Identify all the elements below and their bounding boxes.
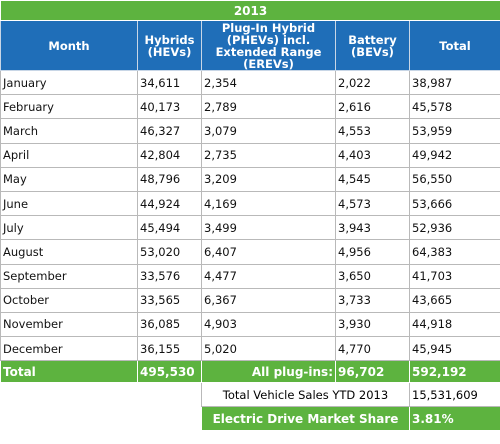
phev-cell: 5,020 xyxy=(201,336,336,362)
phev-cell: 2,789 xyxy=(201,94,336,120)
month-cell: June xyxy=(0,190,138,217)
total-cell: 53,959 xyxy=(408,118,500,144)
month-cell: December xyxy=(0,336,138,362)
phev-cell: 3,209 xyxy=(201,166,336,192)
bev-cell: 3,733 xyxy=(335,287,410,313)
hev-cell: 44,924 xyxy=(137,190,202,217)
hev-cell: 46,327 xyxy=(137,118,202,144)
phev-cell: 4,903 xyxy=(201,311,336,338)
table-row: August 53,020 6,407 4,956 64,383 xyxy=(0,239,500,265)
bev-cell: 3,650 xyxy=(335,263,410,289)
bev-cell: 4,545 xyxy=(335,166,410,192)
month-cell: October xyxy=(0,287,138,313)
hev-cell: 33,576 xyxy=(137,263,202,289)
totals-row: Total 495,530 All plug-ins: 96,702 592,192 xyxy=(0,360,500,384)
table-row: January 34,611 2,354 2,022 38,987 xyxy=(0,69,500,96)
total-cell: 56,550 xyxy=(408,166,500,192)
hev-cell: 36,155 xyxy=(137,336,202,362)
phev-cell: 6,367 xyxy=(201,287,336,313)
hev-cell: 48,796 xyxy=(137,166,202,192)
total-cell: 38,987 xyxy=(408,69,500,96)
market-share-row: Electric Drive Market Share 3.81% xyxy=(1,406,500,432)
phev-cell: 3,079 xyxy=(201,118,336,144)
header-phev: Plug-In Hybrid (PHEVs) incl. Extended Ra… xyxy=(201,20,336,71)
hev-cell: 42,804 xyxy=(137,142,202,168)
bev-cell: 4,956 xyxy=(335,239,410,265)
hev-cell: 36,085 xyxy=(137,311,202,338)
bev-cell: 4,403 xyxy=(335,142,410,168)
bev-cell: 4,770 xyxy=(335,336,410,362)
month-cell: August xyxy=(0,239,138,265)
table-row: December 36,155 5,020 4,770 45,945 xyxy=(0,336,500,362)
total-cell: 53,666 xyxy=(408,190,500,217)
header-month: Month xyxy=(0,20,138,71)
table-row: November 36,085 4,903 3,930 44,918 xyxy=(0,311,500,338)
bev-cell: 3,943 xyxy=(335,215,410,241)
total-cell: 45,945 xyxy=(408,336,500,362)
totals-hev: 495,530 xyxy=(137,360,202,384)
market-share-label: Electric Drive Market Share xyxy=(201,406,410,432)
phev-cell: 3,499 xyxy=(201,215,336,241)
totals-plugins-label: All plug-ins: xyxy=(201,360,336,384)
month-cell: September xyxy=(0,263,138,289)
total-cell: 43,665 xyxy=(408,287,500,313)
table-row: September 33,576 4,477 3,650 41,703 xyxy=(0,263,500,289)
header-hybrids: Hybrids (HEVs) xyxy=(137,20,202,71)
totals-plugins: 96,702 xyxy=(335,360,410,384)
hev-cell: 40,173 xyxy=(137,94,202,120)
phev-cell: 2,735 xyxy=(201,142,336,168)
sales-table: 2013 Month Hybrids (HEVs) Plug-In Hybrid… xyxy=(0,0,500,432)
hev-cell: 34,611 xyxy=(137,69,202,96)
phev-cell: 4,169 xyxy=(201,190,336,217)
header-total: Total xyxy=(408,20,500,71)
totals-label: Total xyxy=(0,360,138,384)
table-row: April 42,804 2,735 4,403 49,942 xyxy=(0,142,500,168)
phev-cell: 4,477 xyxy=(201,263,336,289)
month-cell: March xyxy=(0,118,138,144)
ytd-value: 15,531,609 xyxy=(408,382,500,408)
totals-grand: 592,192 xyxy=(408,360,500,384)
month-cell: May xyxy=(0,166,138,192)
ytd-label: Total Vehicle Sales YTD 2013 xyxy=(201,382,410,408)
month-cell: November xyxy=(0,311,138,338)
blank-cell xyxy=(1,383,202,407)
month-cell: July xyxy=(0,215,138,241)
hev-cell: 33,565 xyxy=(137,287,202,313)
phev-cell: 6,407 xyxy=(201,239,336,265)
blank-cell xyxy=(1,407,202,431)
table-row: October 33,565 6,367 3,733 43,665 xyxy=(0,287,500,313)
bev-cell: 4,553 xyxy=(335,118,410,144)
hev-cell: 53,020 xyxy=(137,239,202,265)
total-cell: 49,942 xyxy=(408,142,500,168)
market-share-value: 3.81% xyxy=(408,406,500,432)
total-cell: 52,936 xyxy=(408,215,500,241)
bev-cell: 3,930 xyxy=(335,311,410,338)
hev-cell: 45,494 xyxy=(137,215,202,241)
table-row: July 45,494 3,499 3,943 52,936 xyxy=(0,215,500,241)
ytd-row: Total Vehicle Sales YTD 2013 15,531,609 xyxy=(1,382,500,408)
table-row: March 46,327 3,079 4,553 53,959 xyxy=(0,118,500,144)
table-row: February 40,173 2,789 2,616 45,578 xyxy=(0,94,500,120)
year-heading: 2013 xyxy=(0,0,500,21)
month-cell: January xyxy=(0,69,138,96)
month-cell: April xyxy=(0,142,138,168)
header-battery: Battery (BEVs) xyxy=(335,20,410,71)
table-row: June 44,924 4,169 4,573 53,666 xyxy=(0,190,500,217)
total-cell: 64,383 xyxy=(408,239,500,265)
total-cell: 45,578 xyxy=(408,94,500,120)
total-cell: 44,918 xyxy=(408,311,500,338)
total-cell: 41,703 xyxy=(408,263,500,289)
table-row: May 48,796 3,209 4,545 56,550 xyxy=(0,166,500,192)
bev-cell: 4,573 xyxy=(335,190,410,217)
month-cell: February xyxy=(0,94,138,120)
bev-cell: 2,022 xyxy=(335,69,410,96)
phev-cell: 2,354 xyxy=(201,69,336,96)
bev-cell: 2,616 xyxy=(335,94,410,120)
